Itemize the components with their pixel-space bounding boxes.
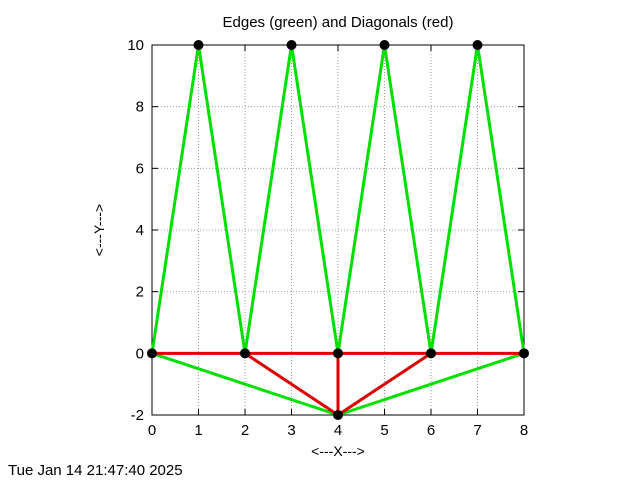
x-tick-label: 3 (287, 422, 295, 439)
node-point (426, 348, 436, 359)
nodes-series (147, 40, 529, 420)
timestamp: Tue Jan 14 21:47:40 2025 (8, 462, 183, 479)
x-tick-label: 4 (334, 422, 342, 439)
node-point (333, 410, 343, 420)
y-tick-label: 8 (136, 99, 144, 116)
diagonal-line (243, 351, 340, 417)
chart-title: Edges (green) and Diagonals (red) (223, 14, 454, 31)
x-axis-label: <---X---> (311, 443, 365, 459)
x-tick-label: 2 (241, 422, 249, 439)
x-tick-label: 7 (473, 422, 481, 439)
edge-line (383, 43, 433, 355)
node-point (240, 348, 250, 359)
edge-line (197, 43, 247, 355)
edge-line (290, 43, 340, 355)
y-tick-label: 0 (136, 345, 144, 362)
edge-line (150, 351, 340, 417)
x-tick-label: 0 (148, 422, 156, 439)
x-tick-label: 8 (520, 422, 528, 439)
edges-series (150, 43, 526, 417)
x-tick-label: 5 (380, 422, 388, 439)
node-point (193, 40, 204, 50)
edge-line (476, 43, 526, 355)
y-axis-label: <---Y---> (91, 204, 107, 256)
node-point (472, 40, 483, 50)
y-tick-label: 2 (136, 284, 144, 301)
diagonals-series (150, 351, 526, 417)
edge-line (243, 43, 293, 355)
x-tick-label: 6 (427, 422, 435, 439)
y-tick-label: 4 (136, 222, 144, 239)
edge-line (429, 43, 479, 355)
edge-line (336, 351, 526, 417)
x-tick-label: 1 (194, 422, 202, 439)
edge-line (150, 43, 200, 355)
y-tick-label: -2 (131, 407, 144, 424)
node-point (519, 348, 529, 359)
node-point (286, 40, 297, 50)
y-tick-label: 10 (127, 37, 144, 54)
y-tick-label: 6 (136, 160, 144, 177)
node-point (147, 348, 157, 359)
edge-line (336, 43, 386, 355)
node-point (379, 40, 390, 50)
node-point (333, 348, 343, 359)
diagonal-line (336, 351, 433, 417)
